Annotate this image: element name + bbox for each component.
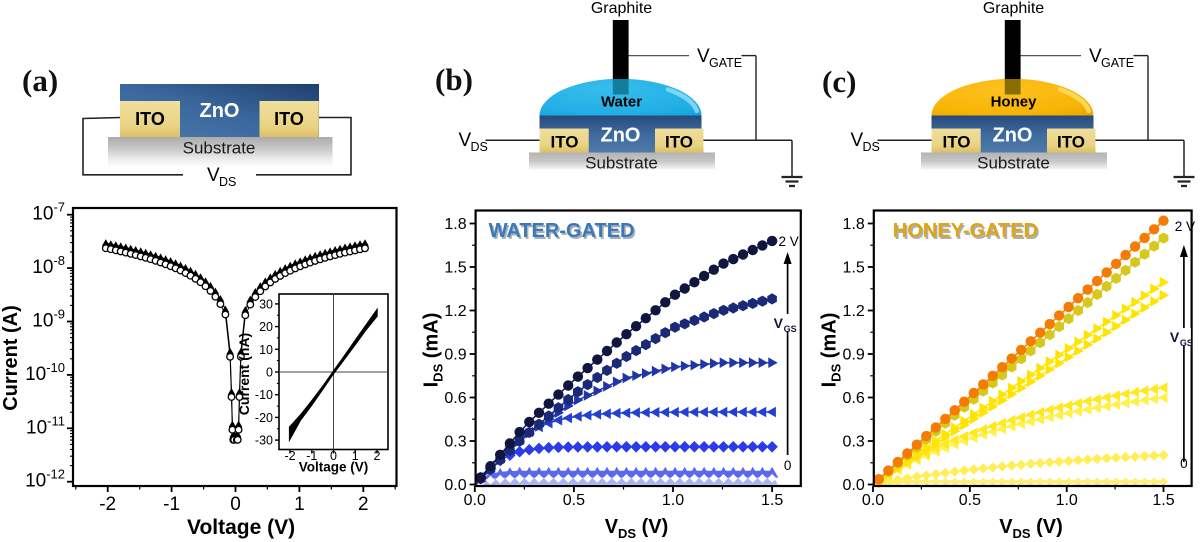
svg-text:(b): (b) <box>435 62 473 97</box>
svg-text:2 V: 2 V <box>778 234 798 249</box>
svg-text:WATER-GATED: WATER-GATED <box>490 222 636 244</box>
svg-text:GATE: GATE <box>1101 56 1134 70</box>
svg-text:0.9: 0.9 <box>444 347 466 364</box>
svg-text:ZnO: ZnO <box>601 125 641 147</box>
svg-text:1: 1 <box>352 449 359 463</box>
svg-text:(a): (a) <box>22 63 58 98</box>
svg-text:HONEY-GATED: HONEY-GATED <box>893 220 1038 242</box>
svg-text:-20: -20 <box>255 411 273 425</box>
svg-text:1.8: 1.8 <box>843 216 865 233</box>
svg-text:ITO: ITO <box>1057 133 1085 152</box>
svg-text:Voltage (V): Voltage (V) <box>299 460 369 475</box>
svg-text:WATER-GATED: WATER-GATED <box>489 220 635 242</box>
svg-text:ITO: ITO <box>942 133 970 152</box>
svg-text:0.6: 0.6 <box>444 390 466 407</box>
svg-text:-2: -2 <box>99 494 116 515</box>
svg-text:(c): (c) <box>822 64 856 99</box>
svg-text:GATE: GATE <box>709 56 742 70</box>
svg-text:1: 1 <box>294 494 305 515</box>
svg-text:0.3: 0.3 <box>843 434 865 451</box>
svg-text:0: 0 <box>266 366 273 380</box>
svg-text:V: V <box>774 315 784 331</box>
svg-text:1.5: 1.5 <box>1152 492 1174 509</box>
svg-text:V: V <box>1089 46 1102 67</box>
svg-text:10: 10 <box>259 343 273 357</box>
svg-text:DS: DS <box>219 175 236 189</box>
svg-text:-1: -1 <box>306 449 317 463</box>
svg-text:ZnO: ZnO <box>200 100 240 122</box>
svg-text:0.0: 0.0 <box>464 492 486 509</box>
svg-text:1.0: 1.0 <box>662 492 684 509</box>
svg-text:V: V <box>207 165 220 186</box>
svg-text:1.0: 1.0 <box>1056 492 1078 509</box>
svg-text:0.9: 0.9 <box>843 347 865 364</box>
svg-text:-1: -1 <box>163 494 180 515</box>
svg-text:Substrate: Substrate <box>977 154 1050 173</box>
svg-text:1.5: 1.5 <box>444 260 466 277</box>
svg-text:0: 0 <box>784 458 792 473</box>
svg-text:0.5: 0.5 <box>563 492 585 509</box>
svg-text:Honey: Honey <box>991 94 1038 111</box>
svg-text:V: V <box>459 130 472 151</box>
svg-text:1.5: 1.5 <box>843 260 865 277</box>
svg-text:V: V <box>851 130 864 151</box>
svg-text:1.8: 1.8 <box>444 216 466 233</box>
svg-text:Current (A): Current (A) <box>0 305 22 411</box>
svg-text:ITO: ITO <box>665 133 693 152</box>
svg-text:0.0: 0.0 <box>843 477 865 494</box>
svg-text:0.5: 0.5 <box>959 492 981 509</box>
svg-text:1.2: 1.2 <box>444 303 466 320</box>
svg-text:Graphite: Graphite <box>983 0 1044 17</box>
svg-text:0: 0 <box>330 449 337 463</box>
svg-text:V: V <box>697 46 710 67</box>
svg-text:30: 30 <box>259 297 273 311</box>
svg-text:DS: DS <box>863 140 880 154</box>
svg-text:Water: Water <box>601 94 642 111</box>
svg-text:2: 2 <box>374 449 381 463</box>
svg-text:1.2: 1.2 <box>843 303 865 320</box>
svg-text:0: 0 <box>230 494 241 515</box>
svg-text:ZnO: ZnO <box>993 125 1033 147</box>
svg-text:HONEY-GATED: HONEY-GATED <box>894 222 1039 244</box>
svg-text:0.0: 0.0 <box>862 492 884 509</box>
svg-text:VDS (V): VDS (V) <box>999 516 1063 541</box>
svg-text:Current (nA): Current (nA) <box>236 333 252 415</box>
svg-text:V: V <box>1170 329 1180 345</box>
svg-text:ITO: ITO <box>135 109 165 129</box>
svg-text:GS: GS <box>784 324 797 334</box>
svg-text:-2: -2 <box>284 449 295 463</box>
svg-text:VDS (V): VDS (V) <box>605 516 669 541</box>
svg-text:2 V: 2 V <box>1175 219 1195 234</box>
svg-text:0.0: 0.0 <box>444 477 466 494</box>
svg-text:2: 2 <box>358 494 369 515</box>
svg-text:-10: -10 <box>255 388 273 402</box>
svg-text:ITO: ITO <box>550 133 578 152</box>
svg-text:0.6: 0.6 <box>843 390 865 407</box>
svg-text:GS: GS <box>1180 338 1193 348</box>
svg-text:Voltage (V): Voltage (V) <box>187 516 295 539</box>
svg-text:ITO: ITO <box>274 109 304 129</box>
svg-text:DS: DS <box>471 140 488 154</box>
svg-text:Graphite: Graphite <box>591 0 652 17</box>
svg-text:Substrate: Substrate <box>585 154 658 173</box>
svg-text:20: 20 <box>259 320 273 334</box>
svg-text:1.5: 1.5 <box>761 492 783 509</box>
svg-text:-30: -30 <box>255 434 273 448</box>
svg-text:Substrate: Substrate <box>183 139 256 158</box>
svg-text:0: 0 <box>1180 456 1188 471</box>
svg-text:0.3: 0.3 <box>444 434 466 451</box>
